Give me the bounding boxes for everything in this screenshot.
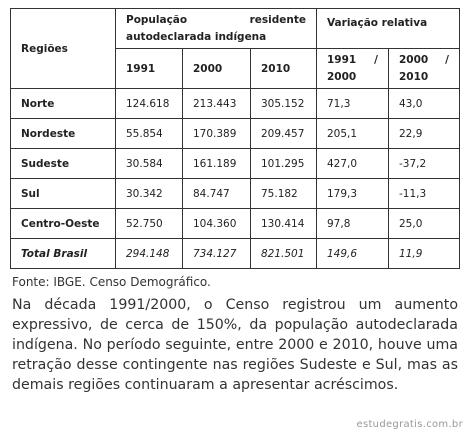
value-cell: 124.618: [115, 88, 183, 119]
watermark: estudegratis.com.br: [356, 419, 463, 430]
value-cell: 30.584: [115, 148, 183, 179]
value-cell: 294.148: [115, 238, 183, 269]
data-table: Regiões População residente autodeclarad…: [10, 8, 460, 269]
value-cell: 84.747: [182, 178, 251, 209]
value-cell: 209.457: [250, 118, 317, 149]
value-cell: 130.414: [250, 208, 317, 239]
value-cell: 43,0: [388, 88, 460, 119]
source: Fonte: IBGE. Censo Demográfico.: [12, 275, 211, 289]
header-cell: 2000: [182, 48, 251, 89]
value-cell: 104.360: [182, 208, 251, 239]
data-row: Sul 30.342 84.747 75.182 179,3 -11,3: [10, 178, 460, 209]
value-cell: 213.443: [182, 88, 251, 119]
table-body: Regiões População residente autodeclarad…: [10, 8, 460, 269]
region-cell: Centro-Oeste: [10, 208, 116, 239]
value-cell: 305.152: [250, 88, 317, 119]
header-cell: Regiões: [10, 8, 116, 89]
header-cell: 2000 / 2010: [388, 48, 460, 89]
value-cell: 170.389: [182, 118, 251, 149]
value-cell: 30.342: [115, 178, 183, 209]
header-row: 1991 2000 2010 1991 / 2000 2000 / 2010: [11, 48, 460, 89]
value-cell: 161.189: [182, 148, 251, 179]
data-row: Nordeste 55.854 170.389 209.457 205,1 22,9: [10, 118, 460, 149]
data-row: Total Brasil 294.148 734.127 821.501 149,6 11…: [10, 238, 460, 269]
value-cell: 205,1: [316, 118, 389, 149]
data-row: Norte 124.618 213.443 305.152 71,3 43,0: [10, 88, 460, 119]
paragraph: Na década 1991/2000, o Censo registrou u…: [12, 297, 458, 393]
region-cell: Norte: [10, 88, 116, 119]
value-cell: 25,0: [388, 208, 460, 239]
value-cell: 734.127: [182, 238, 251, 269]
header-cell: 2010: [250, 48, 317, 89]
value-cell: -11,3: [388, 178, 460, 209]
value-cell: 52.750: [115, 208, 183, 239]
header-cell: População residente autodeclarada indíge…: [115, 8, 317, 49]
value-cell: 149,6: [316, 238, 389, 269]
value-cell: 427,0: [316, 148, 389, 179]
region-cell: Total Brasil: [10, 238, 116, 269]
region-cell: Nordeste: [10, 118, 116, 149]
value-cell: 101.295: [250, 148, 317, 179]
header-cell: 1991: [115, 48, 183, 89]
header-row: Regiões População residente autodeclarad…: [10, 8, 460, 89]
value-cell: 821.501: [250, 238, 317, 269]
value-cell: -37,2: [388, 148, 460, 179]
value-cell: 55.854: [115, 118, 183, 149]
value-cell: 179,3: [316, 178, 389, 209]
value-cell: 22,9: [388, 118, 460, 149]
header-cell: 1991 / 2000: [316, 48, 389, 89]
header-cell: Variação relativa: [316, 8, 460, 49]
value-cell: 97,8: [316, 208, 389, 239]
region-cell: Sudeste: [10, 148, 116, 179]
value-cell: 11,9: [388, 238, 460, 269]
value-cell: 71,3: [316, 88, 389, 119]
data-row: Sudeste 30.584 161.189 101.295 427,0 -37,2: [10, 148, 460, 179]
data-row: Centro-Oeste 52.750 104.360 130.414 97,8 25,0: [10, 208, 460, 239]
value-cell: 75.182: [250, 178, 317, 209]
region-cell: Sul: [10, 178, 116, 209]
